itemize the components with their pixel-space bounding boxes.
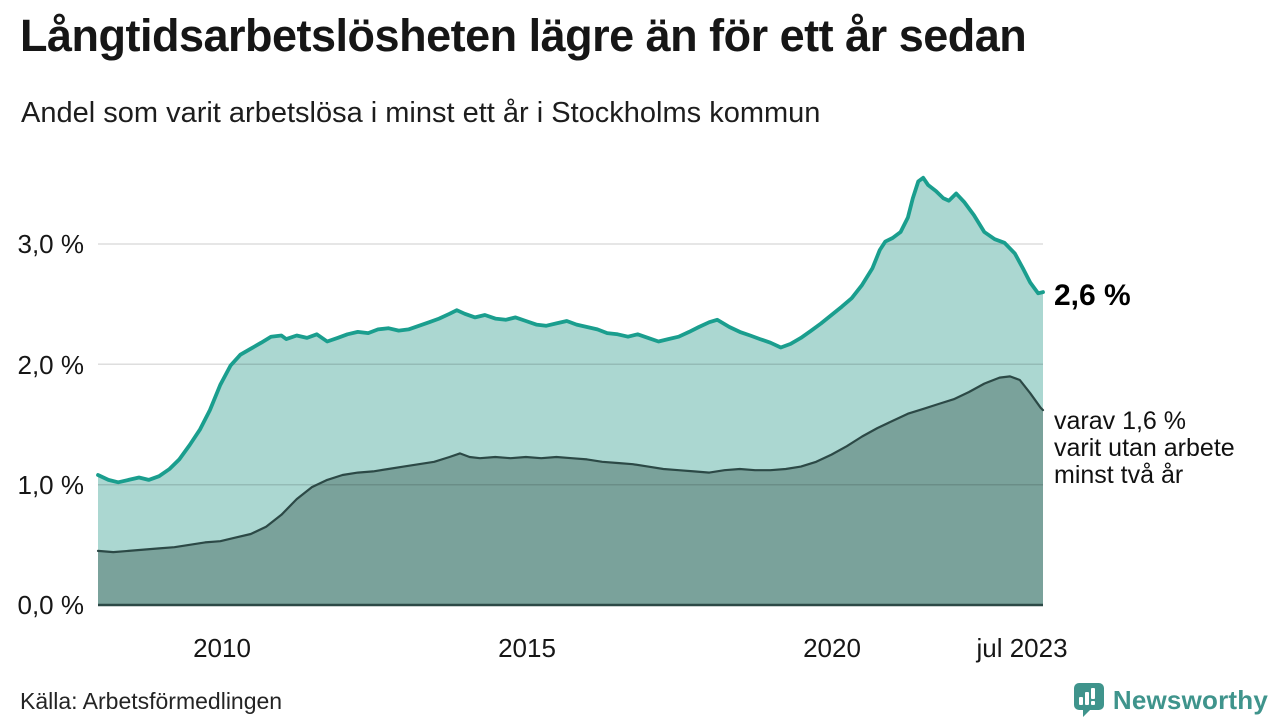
x-tick-2010: 2010 [193, 633, 251, 663]
series2-annotation-line2: varit utan arbete [1054, 434, 1235, 462]
newsworthy-wordmark: Newsworthy [1112, 684, 1268, 715]
y-tick-3: 3,0 % [17, 229, 85, 259]
series2-annotation-line1: varav 1,6 % [1054, 407, 1187, 435]
y-tick-1: 1,0 % [17, 470, 85, 500]
chart-title: Långtidsarbetslösheten lägre än för ett … [20, 10, 1027, 61]
chart-subtitle: Andel som varit arbetslösa i minst ett å… [21, 97, 821, 129]
y-tick-0: 0,0 % [17, 590, 85, 620]
newsworthy-logo: Newsworthy [1073, 682, 1268, 718]
x-tick-2015: 2015 [498, 633, 556, 663]
x-tick-jul2023: jul 2023 [976, 633, 1068, 663]
series1-end-value-label: 2,6 % [1054, 279, 1131, 312]
newsworthy-bubble-chart-icon [1073, 683, 1104, 717]
y-tick-2: 2,0 % [17, 350, 85, 380]
x-tick-2020: 2020 [803, 633, 861, 663]
series2-annotation-line3: minst två år [1054, 461, 1184, 489]
source-credit: Källa: Arbetsförmedlingen [20, 688, 283, 714]
series2-end-annotation: varav 1,6 % varit utan arbete minst två … [1054, 408, 1235, 489]
